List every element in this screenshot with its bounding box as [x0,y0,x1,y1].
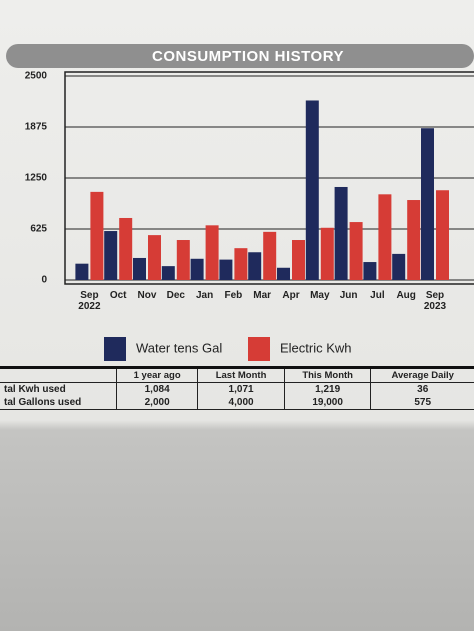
cell: 4,000 [197,396,285,410]
x-tick-label: Jul [370,290,385,301]
header-cell: 1 year ago [115,366,198,383]
bar [205,225,219,280]
x-tick-label: Nov [137,290,157,301]
row-label: tal Gallons used [0,396,117,410]
header-cell [0,366,117,383]
cell: 36 [370,382,474,396]
x-tick-label: May [310,290,330,301]
bar [320,227,334,280]
x-tick-label: Jun [339,290,358,301]
bar [161,266,175,280]
x-tick-label: Feb [224,290,243,301]
cell: 1,084 [115,382,198,396]
header-cell: Last Month [197,366,285,383]
bar [436,190,449,280]
bar [248,252,262,280]
bar [334,186,348,280]
bar [133,257,146,280]
chart-title: CONSUMPTION HISTORY [152,48,344,65]
bar [219,259,233,280]
bar [176,240,190,280]
x-tick-label: Sep 2022 [78,290,101,312]
header-cell: Average Daily [370,366,474,383]
x-tick-label: Dec [166,290,185,301]
x-tick-label: Aug [396,290,416,301]
bar [75,263,89,280]
bar [407,200,421,280]
bar [292,240,305,280]
y-tick-label: 2500 [25,71,48,82]
y-tick-label: 1250 [25,173,48,184]
bar [104,231,118,280]
bar [363,262,377,280]
cell: 2,000 [115,396,198,410]
summary-table: 1 year ago Last Month This Month Average… [0,366,474,410]
bar [148,235,161,280]
bar [190,258,204,280]
bar [305,100,319,280]
bar [378,194,392,280]
bar [263,231,277,280]
y-tick-label: 0 [41,275,47,286]
y-tick-label: 625 [30,224,47,235]
bar [234,248,248,280]
row-label: tal Kwh used [4,384,66,395]
bar [90,191,104,280]
y-tick-label: 1875 [25,122,48,133]
x-tick-label: Oct [109,290,127,301]
cell: 1,071 [197,382,285,396]
title-banner [6,44,474,68]
table-row: tal Kwh used 1,084 1,071 1,219 36 [0,382,474,396]
table-row: tal Gallons used 2,000 4,000 19,000 575 [0,396,474,410]
cell: 19,000 [283,396,371,410]
x-tick-label: Mar [253,290,272,301]
header-cell: This Month [283,366,371,383]
x-tick-label: Sep 2023 [423,290,447,312]
legend-swatch [104,337,126,361]
legend-label: Electric Kwh [280,340,352,355]
bar [119,217,133,280]
legend-label: Water tens Gal [136,340,222,355]
legend-swatch [248,337,270,361]
x-tick-label: Apr [282,290,300,301]
table-header: 1 year ago Last Month This Month Average… [0,366,474,383]
bar [421,128,434,280]
bar [349,222,363,280]
bar [277,267,290,280]
x-tick-label: Jan [195,290,214,301]
cell: 575 [370,396,474,410]
cell: 1,219 [283,382,371,396]
bar [392,253,406,280]
